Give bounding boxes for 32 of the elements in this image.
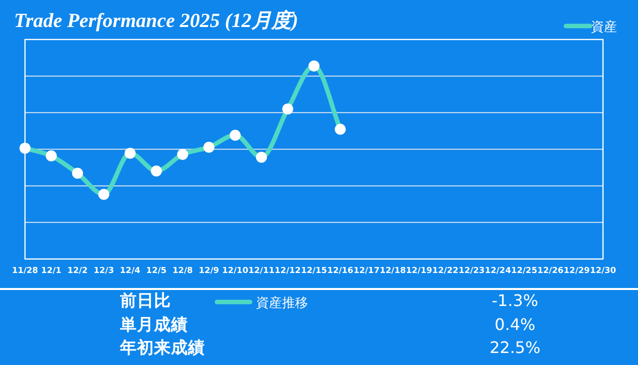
text: 単月成績 [119,315,188,334]
x-tick-label: 12/4 [120,265,140,275]
x-tick-label: 12/30 [590,265,616,275]
x-tick-label: 12/2 [67,265,88,275]
x-tick-label: 12/5 [146,265,167,275]
text: 0.4% [494,315,536,334]
x-tick-label: 12/16 [327,265,354,275]
x-tick-label: 12/18 [380,265,406,275]
chart-title: Trade Performance 2025 (12月度) [14,9,298,32]
x-tick-label: 12/26 [537,265,564,275]
text: -1.3% [492,291,538,310]
x-tick-label: 12/8 [172,265,194,275]
x-tick-label: 12/25 [511,265,538,275]
x-tick-label: 12/1 [41,265,62,275]
x-tick-label: 12/19 [406,265,432,275]
legend-label: 資産推移 [256,295,308,311]
x-tick-label: 12/22 [432,265,459,275]
text: 年初来成績 [119,338,205,357]
legend-label: 資産 [591,19,617,35]
x-tick-label: 12/3 [94,265,114,275]
x-tick-label: 12/17 [353,265,380,275]
text: 22.5% [490,338,540,357]
x-tick-label: 12/10 [222,265,248,275]
x-tick-label: 12/29 [564,265,590,275]
text: 前日比 [119,291,171,310]
x-tick-label: 12/11 [248,265,275,275]
x-tick-label: 12/23 [458,265,485,275]
x-tick-label: 12/15 [300,265,328,275]
x-tick-label: 12/24 [484,265,512,275]
x-tick-label: 11/28 [12,265,38,275]
x-tick-label: 12/9 [198,265,220,275]
x-tick-label: 12/12 [274,265,302,275]
